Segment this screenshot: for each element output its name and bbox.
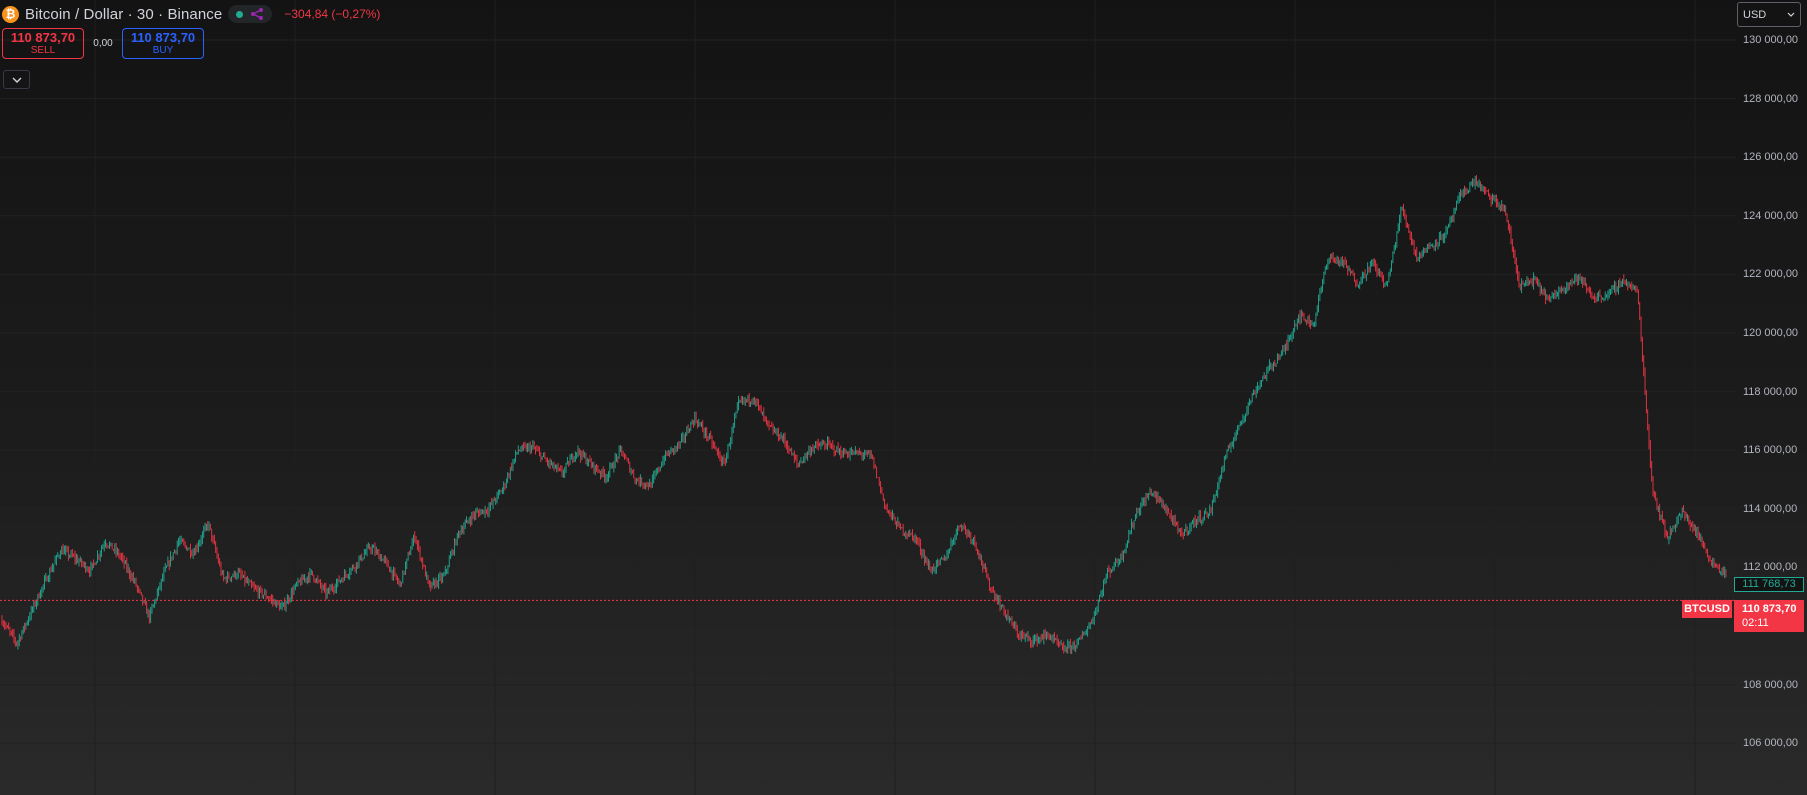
buy-price: 110 873,70 [130,29,196,45]
bar-countdown: 02:11 [1742,617,1769,629]
y-tick-label: 114 000,00 [1743,502,1798,515]
buy-label: BUY [152,44,174,56]
y-tick-label: 128 000,00 [1743,92,1799,105]
chevron-down-icon [1787,12,1795,17]
trade-panel: 110 873,70 SELL 0,00 110 873,70 BUY [2,28,204,59]
y-tick-label: 124 000,00 [1743,209,1799,222]
y-tick-label: 120 000,00 [1743,327,1799,339]
price-chart[interactable] [0,0,1736,795]
chevron-down-icon [12,77,21,83]
y-tick-label: 106 000,00 [1743,737,1799,750]
last-close-label: 111 768,73 [1734,577,1804,592]
sell-button[interactable]: 110 873,70 SELL [2,28,84,59]
data-provider-icon [251,8,264,20]
market-status[interactable] [228,5,273,23]
buy-button[interactable]: 110 873,70 BUY [122,28,204,59]
y-tick-label: 126 000,00 [1743,151,1799,164]
market-open-dot-icon [236,10,244,18]
y-tick-label: 112 000,00 [1743,561,1798,574]
current-price-badge: 110 873,70 02:11 [1734,600,1804,632]
symbol-header: ₿ Bitcoin / Dollar · 30 · Binance −304,8… [2,3,380,25]
symbol-title[interactable]: Bitcoin / Dollar · 30 · Binance [25,5,223,23]
y-tick-label: 118 000,00 [1743,385,1798,398]
sell-label: SELL [30,44,56,56]
y-tick-label: 108 000,00 [1743,678,1799,691]
currency-select[interactable]: USD [1737,2,1801,27]
sell-price: 110 873,70 [10,29,76,45]
chart-area[interactable] [0,0,1736,795]
y-tick-label: 130 000,00 [1743,34,1799,46]
y-tick-label: 116 000,00 [1743,444,1798,457]
y-tick-label: 122 000,00 [1743,268,1799,281]
spread-value: 0,00 [93,38,113,49]
current-price: 110 873,70 [1742,603,1797,615]
currency-label: USD [1743,8,1767,21]
bitcoin-icon[interactable]: ₿ [2,5,19,23]
price-change: −304,84 (−0,27%) [284,7,381,21]
symbol-badge: BTCUSD [1682,600,1732,618]
collapse-legend-button[interactable] [3,70,30,89]
